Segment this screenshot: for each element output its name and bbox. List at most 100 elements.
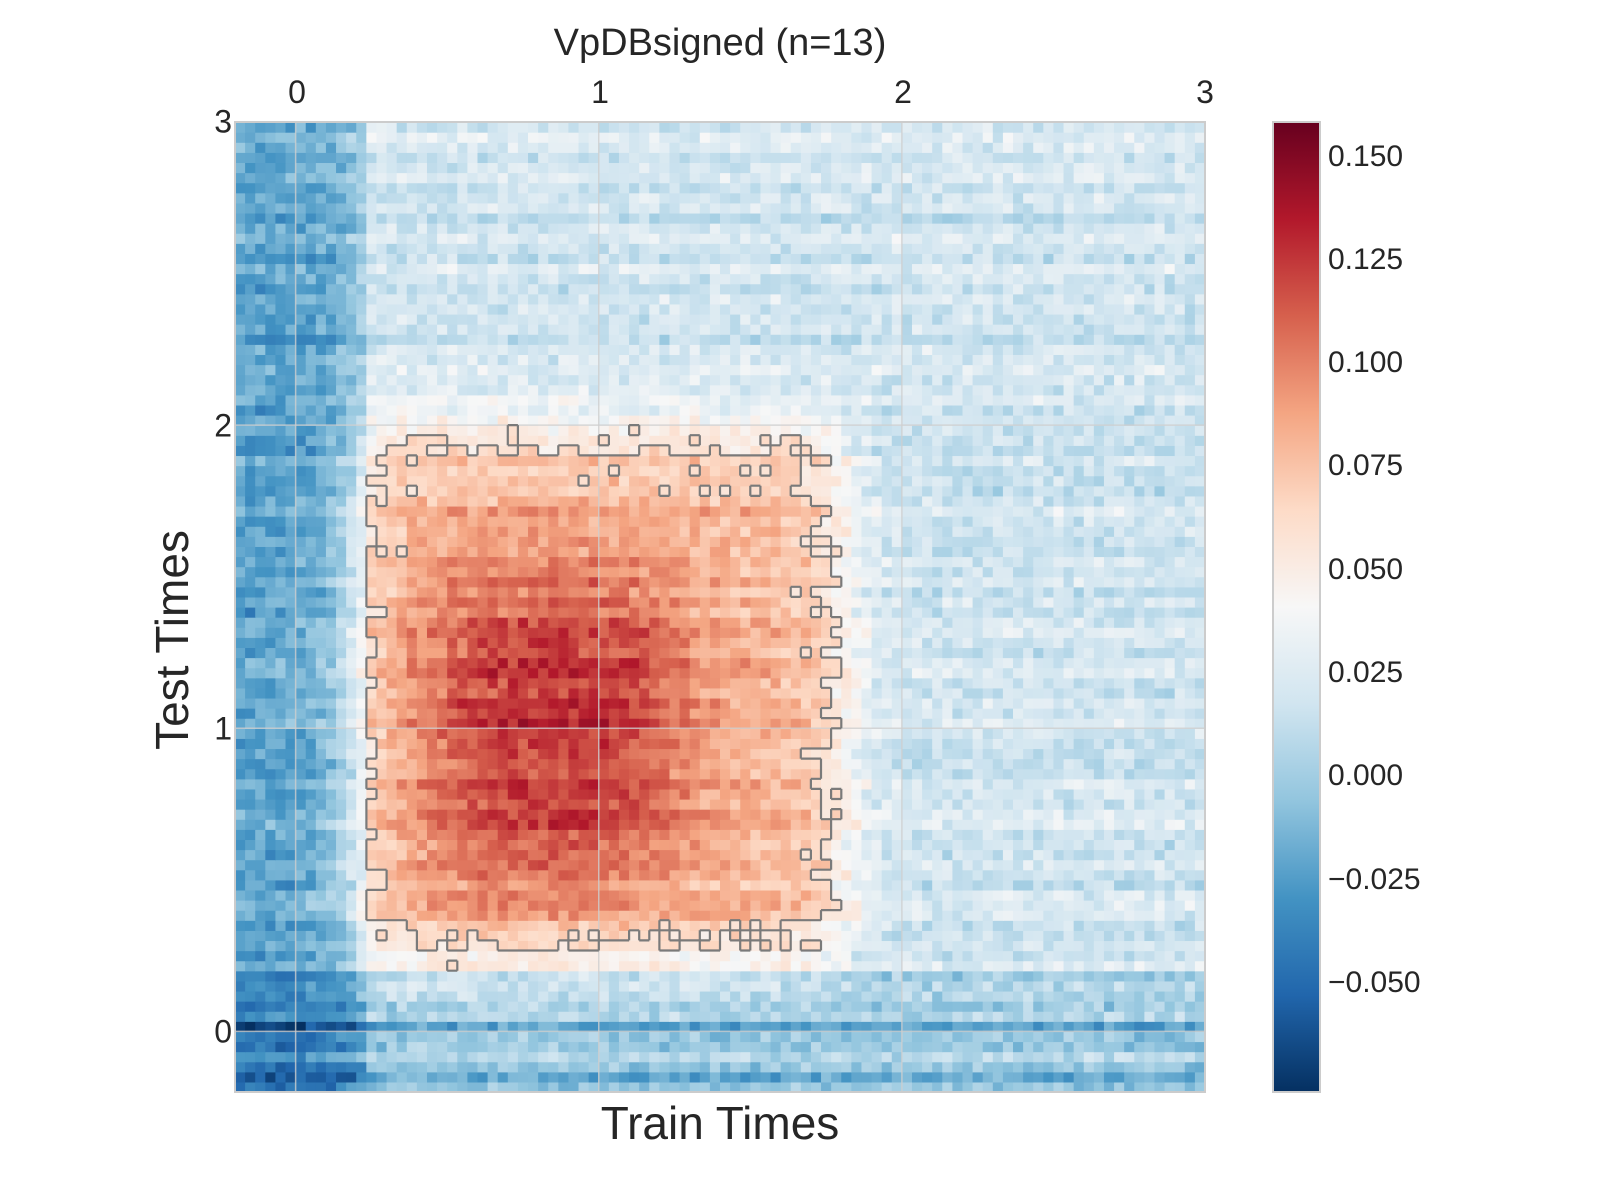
heatmap-cell (517, 920, 529, 931)
heatmap-cell (255, 930, 266, 942)
heatmap-cell (285, 758, 297, 770)
heatmap-cell (447, 839, 458, 851)
heatmap-cell (891, 1061, 903, 1073)
heatmap-cell (689, 798, 701, 810)
heatmap-cell (588, 708, 600, 719)
heatmap-cell (426, 637, 438, 649)
heatmap-cell (376, 819, 388, 830)
heatmap-cell (679, 849, 691, 861)
heatmap-cell (356, 637, 367, 649)
heatmap-cell (437, 990, 448, 1002)
heatmap-cell (477, 1041, 489, 1053)
heatmap-cell (437, 809, 448, 820)
heatmap-cell (932, 859, 943, 871)
heatmap-cell (1103, 697, 1115, 709)
heatmap-cell (1043, 950, 1055, 962)
heatmap-cell (891, 768, 903, 780)
heatmap-cell (861, 1071, 873, 1083)
heatmap-cell (790, 839, 802, 851)
heatmap-cell (720, 1061, 731, 1073)
heatmap-cell (255, 950, 266, 962)
heatmap-cell (1154, 1001, 1166, 1012)
heatmap-cell (396, 879, 408, 891)
heatmap-cell (467, 566, 479, 578)
heatmap-cell (962, 839, 974, 851)
heatmap-cell (346, 586, 357, 598)
heatmap-cell (891, 647, 903, 659)
heatmap-cell (992, 607, 1004, 618)
heatmap-cell (901, 677, 913, 689)
heatmap-cell (770, 1041, 782, 1053)
heatmap-cell (517, 970, 529, 982)
heatmap-cell (487, 708, 499, 719)
heatmap-cell (982, 1071, 994, 1083)
heatmap-cell (750, 1081, 762, 1092)
heatmap-cell (1013, 950, 1024, 962)
heatmap-cell (750, 910, 762, 921)
heatmap-cell (315, 859, 327, 871)
heatmap-cell (406, 1071, 418, 1083)
heatmap-cell (1124, 980, 1135, 992)
heatmap-cell (528, 596, 539, 608)
heatmap-cell (477, 768, 489, 780)
heatmap-cell (528, 920, 539, 931)
heatmap-cell (770, 667, 782, 679)
heatmap-cell (558, 920, 570, 931)
heatmap-cell (406, 990, 418, 1002)
heatmap-cell (1144, 697, 1156, 709)
heatmap-cell (517, 708, 529, 719)
heatmap-cell (922, 1031, 933, 1043)
heatmap-cell (1002, 566, 1014, 578)
heatmap-cell (1093, 657, 1105, 669)
heatmap-cell (841, 1021, 852, 1032)
heatmap-cell (517, 788, 529, 800)
heatmap-cell (376, 637, 388, 649)
heatmap-cell (528, 900, 539, 911)
heatmap-cell (356, 1011, 367, 1022)
heatmap-cell (770, 1031, 782, 1043)
heatmap-cell (578, 647, 590, 659)
heatmap-cell (487, 859, 499, 871)
heatmap-cell (477, 708, 489, 719)
heatmap-cell (1144, 980, 1156, 992)
heatmap-cell (497, 1051, 509, 1063)
heatmap-cell (699, 980, 711, 992)
heatmap-cell (881, 687, 893, 699)
heatmap-cell (629, 1081, 640, 1092)
heatmap-cell (750, 667, 762, 679)
heatmap-cell (447, 738, 458, 750)
heatmap-cell (315, 758, 327, 770)
heatmap-cell (841, 728, 852, 739)
heatmap-cell (315, 849, 327, 861)
heatmap-cell (699, 839, 711, 851)
heatmap-cell (659, 738, 671, 750)
heatmap-cell (871, 829, 883, 840)
heatmap-cell (356, 657, 367, 669)
heatmap-cell (538, 879, 549, 891)
heatmap-cell (406, 677, 418, 689)
heatmap-cell (1124, 607, 1135, 618)
heatmap-cell (558, 748, 570, 760)
heatmap-cell (740, 778, 751, 790)
heatmap-cell (760, 1081, 772, 1092)
heatmap-cell (901, 940, 913, 952)
heatmap-cell (659, 879, 671, 891)
heatmap-cell (649, 869, 660, 881)
heatmap-cell (952, 1061, 964, 1073)
heatmap-cell (1002, 889, 1014, 901)
heatmap-cell (629, 778, 640, 790)
heatmap-cell (295, 879, 307, 891)
heatmap-cell (1134, 900, 1145, 911)
heatmap-cell (1023, 940, 1034, 952)
heatmap-cell (841, 566, 852, 578)
heatmap-cell (629, 960, 640, 972)
heatmap-cell (952, 1011, 964, 1022)
heatmap-cell (992, 708, 1004, 719)
heatmap-cell (871, 1001, 883, 1012)
heatmap-cell (588, 879, 600, 891)
heatmap-cell (669, 1071, 681, 1083)
heatmap-cell (608, 1081, 620, 1092)
heatmap-cell (396, 738, 408, 750)
heatmap-cell (1154, 697, 1166, 709)
heatmap-cell (548, 576, 559, 588)
